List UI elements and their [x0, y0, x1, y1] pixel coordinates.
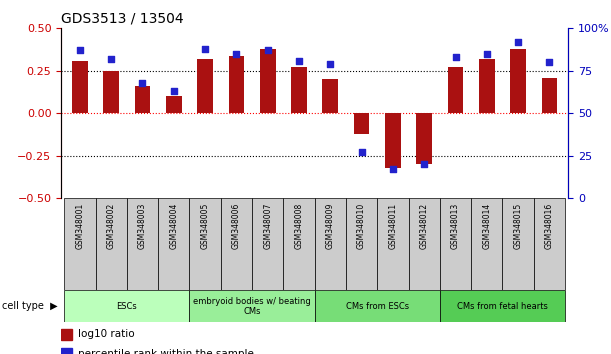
- Bar: [260, 49, 276, 113]
- FancyBboxPatch shape: [440, 198, 471, 290]
- FancyBboxPatch shape: [377, 198, 409, 290]
- FancyBboxPatch shape: [471, 198, 502, 290]
- Text: GSM348007: GSM348007: [263, 203, 273, 249]
- Text: ESCs: ESCs: [117, 302, 137, 311]
- Bar: [229, 56, 244, 113]
- Text: GSM348008: GSM348008: [295, 203, 304, 249]
- Bar: [510, 49, 526, 113]
- FancyBboxPatch shape: [346, 198, 377, 290]
- Point: [326, 61, 335, 67]
- Bar: [72, 61, 88, 113]
- FancyBboxPatch shape: [440, 290, 565, 322]
- Text: GSM348014: GSM348014: [482, 203, 491, 249]
- FancyBboxPatch shape: [221, 198, 252, 290]
- Point: [169, 88, 178, 94]
- Bar: [103, 71, 119, 113]
- FancyBboxPatch shape: [252, 198, 284, 290]
- Text: GSM348003: GSM348003: [138, 203, 147, 249]
- Bar: [417, 113, 432, 164]
- Text: cell type  ▶: cell type ▶: [2, 301, 58, 311]
- FancyBboxPatch shape: [502, 198, 534, 290]
- FancyBboxPatch shape: [127, 198, 158, 290]
- FancyBboxPatch shape: [534, 198, 565, 290]
- Text: GSM348005: GSM348005: [200, 203, 210, 249]
- Text: GSM348010: GSM348010: [357, 203, 366, 249]
- Point: [106, 56, 116, 62]
- Bar: [197, 59, 213, 113]
- Point: [388, 166, 398, 172]
- Point: [263, 47, 273, 53]
- Bar: [541, 78, 557, 113]
- Bar: [61, 329, 71, 340]
- FancyBboxPatch shape: [189, 198, 221, 290]
- Bar: [134, 86, 150, 113]
- Bar: [291, 67, 307, 113]
- Point: [357, 149, 367, 155]
- Point: [451, 55, 461, 60]
- Text: GSM348002: GSM348002: [107, 203, 115, 249]
- Point: [294, 58, 304, 63]
- Bar: [323, 79, 338, 113]
- Text: GDS3513 / 13504: GDS3513 / 13504: [61, 12, 184, 26]
- FancyBboxPatch shape: [158, 198, 189, 290]
- FancyBboxPatch shape: [64, 290, 189, 322]
- Text: GSM348004: GSM348004: [169, 203, 178, 249]
- Point: [137, 80, 147, 86]
- FancyBboxPatch shape: [409, 198, 440, 290]
- Text: GSM348015: GSM348015: [514, 203, 522, 249]
- Text: CMs from ESCs: CMs from ESCs: [346, 302, 409, 311]
- Point: [232, 51, 241, 57]
- Text: embryoid bodies w/ beating
CMs: embryoid bodies w/ beating CMs: [193, 297, 311, 316]
- FancyBboxPatch shape: [315, 290, 440, 322]
- FancyBboxPatch shape: [64, 198, 95, 290]
- Text: log10 ratio: log10 ratio: [78, 330, 134, 339]
- Text: GSM348012: GSM348012: [420, 203, 429, 249]
- Bar: [354, 113, 370, 134]
- Bar: [61, 348, 71, 354]
- Bar: [385, 113, 401, 168]
- Text: percentile rank within the sample: percentile rank within the sample: [78, 349, 254, 354]
- Point: [482, 51, 492, 57]
- Text: GSM348001: GSM348001: [75, 203, 84, 249]
- Text: CMs from fetal hearts: CMs from fetal hearts: [457, 302, 548, 311]
- Text: GSM348013: GSM348013: [451, 203, 460, 249]
- Bar: [448, 67, 463, 113]
- Point: [200, 46, 210, 52]
- Point: [75, 47, 85, 53]
- FancyBboxPatch shape: [284, 198, 315, 290]
- FancyBboxPatch shape: [95, 198, 127, 290]
- Text: GSM348009: GSM348009: [326, 203, 335, 249]
- FancyBboxPatch shape: [189, 290, 315, 322]
- Point: [544, 59, 554, 65]
- Text: GSM348016: GSM348016: [545, 203, 554, 249]
- Bar: [166, 96, 181, 113]
- Point: [419, 161, 429, 167]
- Text: GSM348006: GSM348006: [232, 203, 241, 249]
- Point: [513, 39, 523, 45]
- FancyBboxPatch shape: [315, 198, 346, 290]
- Bar: [479, 59, 495, 113]
- Text: GSM348011: GSM348011: [389, 203, 397, 249]
